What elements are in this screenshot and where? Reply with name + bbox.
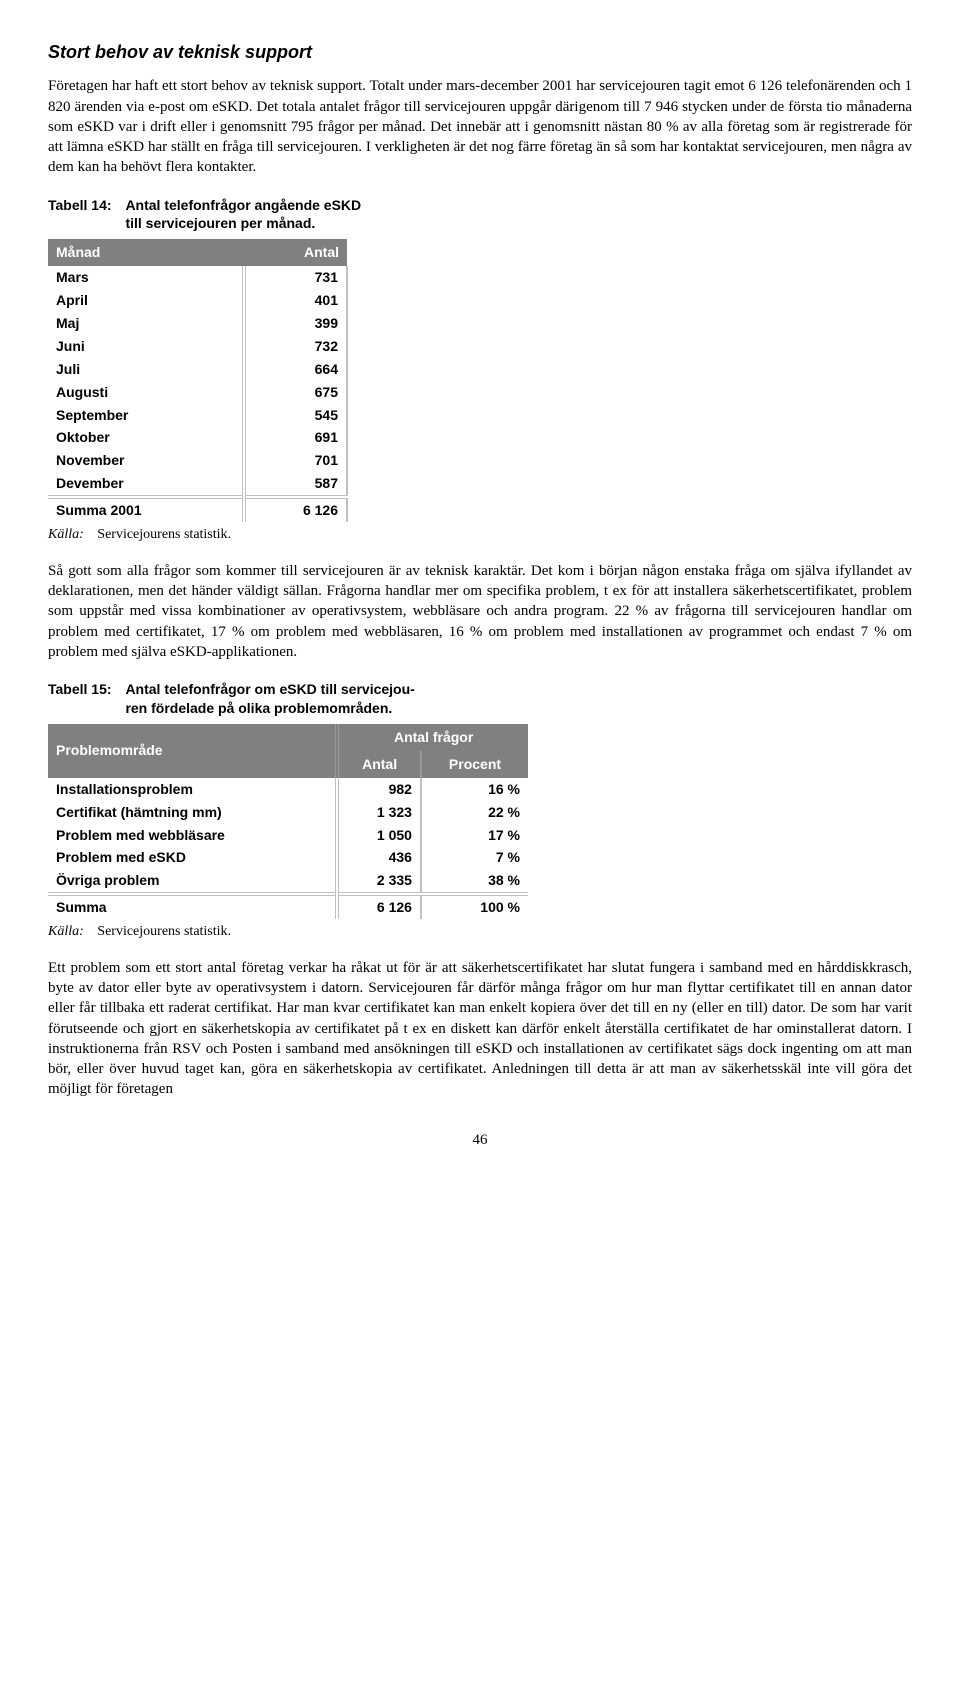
table14-caption-label: Tabell 14: <box>48 196 122 215</box>
table-cell-month: Juli <box>48 358 244 381</box>
table-cell-percent: 17 % <box>421 824 528 847</box>
table14-caption: Tabell 14: Antal telefonfrågor angående … <box>48 196 912 234</box>
table-cell-month: Augusti <box>48 381 244 404</box>
table-cell-month: Mars <box>48 266 244 289</box>
table15-source: Källa: Servicejourens statistik. <box>48 923 912 942</box>
table-cell-month: Oktober <box>48 426 244 449</box>
paragraph-3: Ett problem som ett stort antal företag … <box>48 958 912 1100</box>
table-row: Augusti675 <box>48 381 347 404</box>
table14-source-text: Servicejourens statistik. <box>87 527 231 542</box>
table-cell-count: 587 <box>244 472 347 497</box>
table-cell-area: Problem med eSKD <box>48 846 337 869</box>
table15-source-label: Källa: <box>48 924 84 939</box>
table-cell-area: Installationsproblem <box>48 778 337 801</box>
table-row: April401 <box>48 289 347 312</box>
table14-caption-title: Antal telefonfrågor angående eSKDtill se… <box>125 196 361 234</box>
table-cell-month: Juni <box>48 335 244 358</box>
paragraph-2: Så gott som alla frågor som kommer till … <box>48 561 912 662</box>
table-row: Problem med webbläsare1 05017 % <box>48 824 528 847</box>
paragraph-1: Företagen har haft ett stort behov av te… <box>48 76 912 177</box>
table-row: November701 <box>48 449 347 472</box>
table14-source: Källa: Servicejourens statistik. <box>48 526 912 545</box>
table-cell-percent: 16 % <box>421 778 528 801</box>
table14-col-count: Antal <box>244 239 347 266</box>
table-row-sum: Summa 20016 126 <box>48 497 347 522</box>
table-cell-count: 2 335 <box>337 869 421 894</box>
table-cell-count: 1 050 <box>337 824 421 847</box>
section-heading: Stort behov av teknisk support <box>48 40 912 64</box>
table-row: September545 <box>48 404 347 427</box>
table-cell-count: 399 <box>244 312 347 335</box>
table-cell-month: Devember <box>48 472 244 497</box>
table15-caption: Tabell 15: Antal telefonfrågor om eSKD t… <box>48 680 912 718</box>
table14-col-month: Månad <box>48 239 244 266</box>
table-cell-count: 664 <box>244 358 347 381</box>
table-cell-sum-count: 6 126 <box>337 894 421 919</box>
table-cell-count: 545 <box>244 404 347 427</box>
table-cell-percent: 38 % <box>421 869 528 894</box>
table-cell-count: 691 <box>244 426 347 449</box>
table-cell-sum-label: Summa <box>48 894 337 919</box>
table-cell-percent: 7 % <box>421 846 528 869</box>
table15-col-area: Problemområde <box>48 724 337 778</box>
table-row-sum: Summa6 126100 % <box>48 894 528 919</box>
table-cell-month: April <box>48 289 244 312</box>
table15-caption-title: Antal telefonfrågor om eSKD till service… <box>125 680 414 718</box>
table-cell-sum-value: 6 126 <box>244 497 347 522</box>
table-cell-count: 675 <box>244 381 347 404</box>
table-cell-month: November <box>48 449 244 472</box>
table-cell-count: 701 <box>244 449 347 472</box>
table-cell-month: September <box>48 404 244 427</box>
page-number: 46 <box>48 1130 912 1150</box>
table-cell-sum-label: Summa 2001 <box>48 497 244 522</box>
table-row: Problem med eSKD4367 % <box>48 846 528 869</box>
table15-col-count: Antal <box>337 751 421 778</box>
table-cell-count: 1 323 <box>337 801 421 824</box>
table-cell-count: 436 <box>337 846 421 869</box>
table-row: Oktober691 <box>48 426 347 449</box>
table-cell-area: Problem med webbläsare <box>48 824 337 847</box>
table-cell-area: Certifikat (hämtning mm) <box>48 801 337 824</box>
table-row: Installationsproblem98216 % <box>48 778 528 801</box>
table-row: Mars731 <box>48 266 347 289</box>
table-cell-percent: 22 % <box>421 801 528 824</box>
table-cell-count: 982 <box>337 778 421 801</box>
table-row: Övriga problem2 33538 % <box>48 869 528 894</box>
table15: Problemområde Antal frågor Antal Procent… <box>48 724 528 919</box>
table-cell-area: Övriga problem <box>48 869 337 894</box>
table-row: Certifikat (hämtning mm)1 32322 % <box>48 801 528 824</box>
table14-source-label: Källa: <box>48 527 84 542</box>
table-cell-sum-percent: 100 % <box>421 894 528 919</box>
table-cell-month: Maj <box>48 312 244 335</box>
table-row: Devember587 <box>48 472 347 497</box>
table15-col-group: Antal frågor <box>337 724 528 751</box>
table15-source-text: Servicejourens statistik. <box>87 924 231 939</box>
table-row: Juni732 <box>48 335 347 358</box>
table-cell-count: 731 <box>244 266 347 289</box>
table15-caption-label: Tabell 15: <box>48 680 122 699</box>
table15-col-percent: Procent <box>421 751 528 778</box>
table-cell-count: 401 <box>244 289 347 312</box>
table-cell-count: 732 <box>244 335 347 358</box>
table-row: Juli664 <box>48 358 347 381</box>
table-row: Maj399 <box>48 312 347 335</box>
table14: Månad Antal Mars731April401Maj399Juni732… <box>48 239 348 522</box>
